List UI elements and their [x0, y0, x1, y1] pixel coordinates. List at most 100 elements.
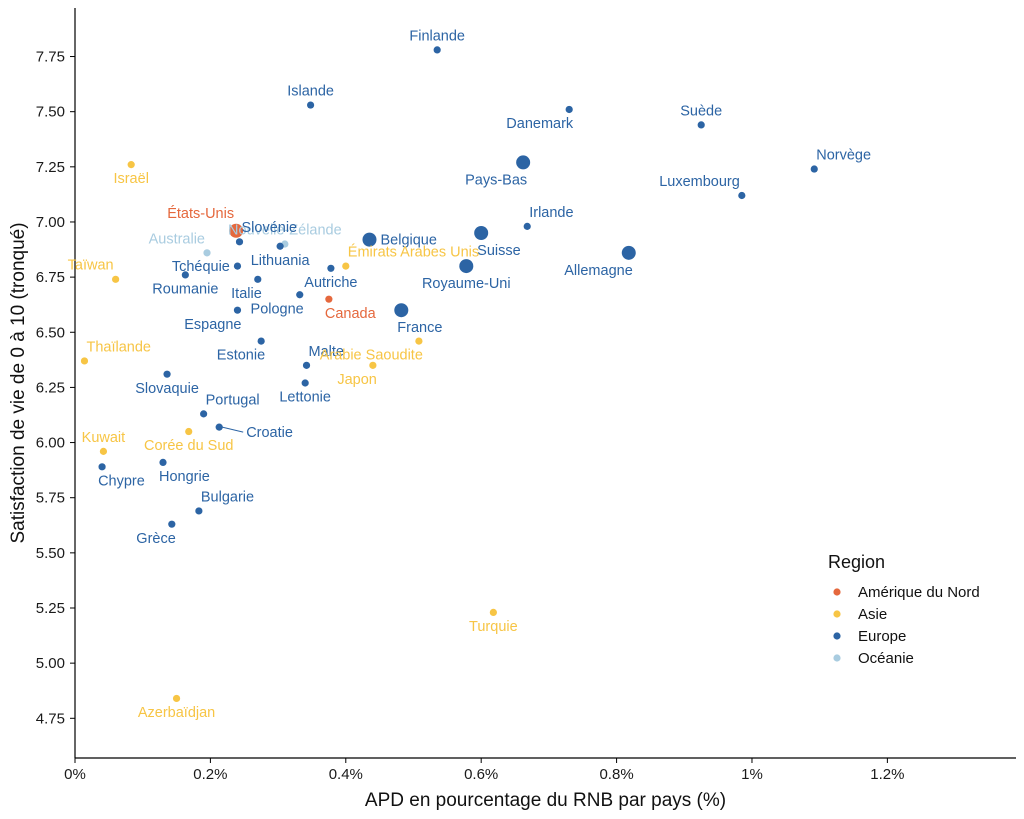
point-label: Chypre [98, 473, 145, 489]
legend-key [833, 654, 841, 662]
data-point [697, 121, 705, 129]
point-label: Espagne [184, 317, 241, 333]
y-tick-label: 7.00 [36, 214, 65, 231]
data-point [474, 226, 489, 240]
point-label: Slovaquie [135, 381, 199, 397]
point-label: Slovénie [242, 220, 298, 236]
x-axis-title: APD en pourcentage du RNB par pays (%) [365, 790, 726, 811]
point-label: Italie [231, 286, 262, 302]
point-label: Arabie Saoudite [320, 348, 423, 364]
data-point [163, 370, 171, 378]
point-label: Hongrie [159, 469, 210, 485]
legend: Region Amérique du Nord Asie Europe Océanie [828, 552, 980, 667]
data-point [325, 295, 333, 303]
data-point [738, 191, 746, 200]
point-label: Grèce [136, 531, 176, 547]
point-label: États-Unis [167, 205, 234, 222]
data-point [112, 275, 120, 283]
legend-label: Océanie [858, 650, 914, 667]
point-labels: Finlande Islande Danemark Suède Norvège Pays-… [68, 28, 871, 721]
point-label: Norvège [816, 147, 871, 163]
point-label: Suisse [477, 243, 521, 259]
legend-label: Europe [858, 628, 906, 645]
legend-key [833, 610, 841, 618]
data-point [394, 303, 409, 318]
data-point [200, 410, 208, 418]
point-label: Taïwan [68, 258, 114, 274]
data-point [523, 222, 531, 230]
point-label: Allemagne [564, 263, 633, 279]
data-point [301, 379, 309, 387]
data-point [127, 161, 135, 169]
point-label: Pays-Bas [465, 172, 527, 188]
data-point [235, 238, 244, 246]
data-point [215, 423, 223, 431]
point-label: Émirats Arabes Unis [348, 243, 479, 260]
point-label: Australie [149, 231, 205, 247]
point-label: Finlande [409, 28, 465, 44]
data-point [489, 608, 497, 617]
point-label: Pologne [251, 301, 304, 317]
point-label: Danemark [506, 116, 574, 132]
data-point [362, 232, 377, 247]
y-tick-label: 7.75 [36, 49, 65, 66]
data-point [168, 520, 176, 528]
y-tick-label: 6.00 [36, 435, 65, 452]
y-tick-label: 4.75 [36, 710, 65, 727]
legend-label: Asie [858, 606, 887, 623]
data-point [433, 46, 441, 54]
data-point [185, 427, 193, 436]
data-point [565, 105, 573, 114]
data-point [99, 447, 108, 455]
point-label: Lithuania [251, 253, 311, 269]
x-tick-label: 1% [741, 766, 763, 783]
x-tick-label: 0.6% [464, 766, 498, 783]
y-tick-label: 6.50 [36, 324, 65, 341]
data-point [233, 262, 242, 270]
data-point [229, 223, 244, 238]
data-point [98, 463, 106, 471]
point-label: Luxembourg [659, 174, 740, 190]
data-point [327, 264, 335, 272]
y-tick-label: 7.50 [36, 104, 65, 121]
data-point [203, 249, 211, 257]
point-label: Bulgarie [201, 489, 254, 505]
point-label: Croatie [246, 425, 293, 441]
data-point [233, 306, 242, 314]
point-label: Malte [309, 344, 344, 360]
data-point [257, 337, 265, 345]
data-point [172, 694, 181, 703]
point-label: Belgique [380, 233, 436, 249]
point-label: Kuwait [82, 430, 126, 446]
point-label: Irlande [529, 205, 573, 221]
point-label: Nouvelle-Zélande [228, 222, 342, 238]
y-tick-label: 5.00 [36, 655, 65, 672]
data-point [302, 361, 311, 369]
point-label: Roumanie [152, 282, 218, 298]
point-label: Thaïlande [86, 339, 150, 355]
y-tick-label: 6.75 [36, 269, 65, 286]
data-point [415, 337, 423, 345]
data-point [80, 357, 89, 365]
data-point [181, 271, 189, 279]
x-tick-label: 0.2% [193, 766, 227, 783]
x-tick-label: 0.4% [329, 766, 363, 783]
data-point [621, 245, 636, 260]
point-label: Japon [337, 372, 377, 388]
legend-key [833, 632, 841, 640]
data-point [195, 507, 203, 515]
point-label: Lettonie [279, 390, 331, 406]
label-leader-line [222, 426, 244, 433]
point-label: Azerbaïdjan [138, 705, 215, 721]
point-label: Corée du Sud [144, 438, 233, 454]
point-label: Turquie [469, 619, 518, 635]
point-label: Autriche [304, 275, 357, 291]
data-point [516, 155, 531, 170]
data-point [342, 262, 350, 270]
point-label: Tchéquie [172, 259, 230, 275]
axes: 4.75 5.00 5.25 5.50 5.75 6.00 6.25 6.50 6.75 7.00… [8, 8, 1016, 811]
point-label: Royaume-Uni [422, 276, 511, 292]
point-label: Suède [680, 103, 722, 119]
y-axis-title: Satisfaction de vie de 0 à 10 (tronqué) [8, 222, 29, 543]
x-tick-label: 0.8% [599, 766, 633, 783]
